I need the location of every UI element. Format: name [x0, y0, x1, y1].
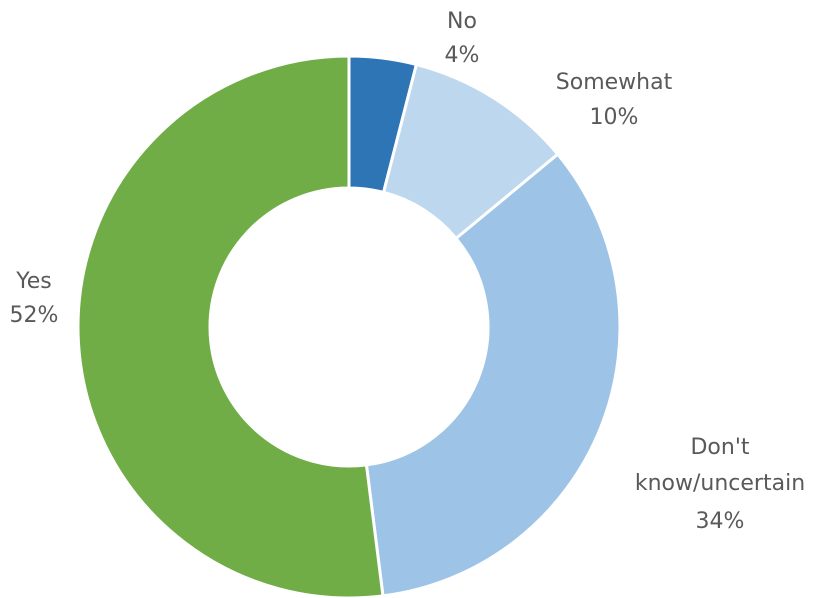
slice-label: Don't [690, 435, 749, 460]
slice-percent-label: 52% [10, 303, 59, 328]
slice-label: know/uncertain [635, 471, 805, 496]
slice-don-t-know-uncertain [364, 152, 622, 598]
slice-percent-label: 4% [445, 43, 480, 68]
slice-yes [76, 54, 385, 598]
slice-percent-label: 34% [696, 509, 745, 534]
donut-slices [76, 54, 622, 598]
donut-labels: No 4% Somewhat 10% Don't know/uncertain 34% Yes… [10, 9, 806, 534]
slice-label: Somewhat [556, 70, 673, 95]
slice-label: Yes [15, 269, 52, 294]
slice-percent-label: 10% [590, 105, 639, 130]
slice-label: No [447, 9, 477, 34]
